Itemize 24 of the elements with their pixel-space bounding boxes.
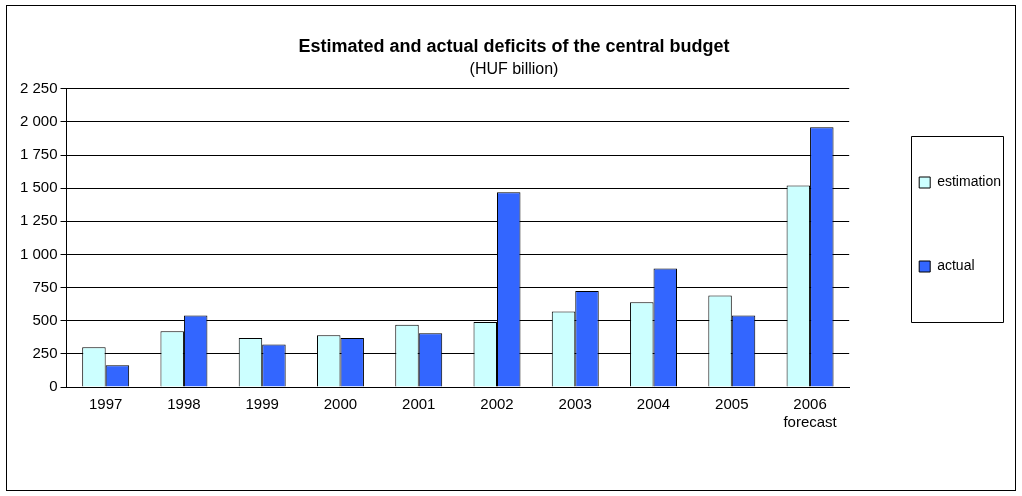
x-tick-label: 2000 — [323, 395, 358, 413]
x-tick-label: 2005 — [715, 395, 749, 413]
x-tick-label: 2003 — [558, 395, 592, 413]
x-tick-label: 1999 — [245, 395, 279, 413]
y-tick-label: 250 — [32, 344, 58, 362]
x-tick-label: 2001 — [402, 395, 436, 413]
y-tick-label: 1 250 — [19, 211, 58, 229]
y-tick-label: 2 000 — [19, 112, 58, 130]
legend-label: actual — [937, 257, 975, 274]
x-tick-label: 2002 — [480, 395, 514, 413]
x-tick-label: 2004 — [636, 395, 671, 413]
y-tick-label: 500 — [32, 310, 58, 328]
y-tick-label: 0 — [49, 377, 58, 395]
x-tick-label: 1997 — [88, 395, 123, 413]
x-tick-label: 1998 — [167, 395, 201, 413]
y-tick-label: 1 500 — [19, 178, 58, 196]
y-tick-label: 1 750 — [19, 145, 58, 163]
chart-title: Estimated and actual deficits of the central budget — [298, 35, 730, 56]
chart-subtitle: (HUF billion) — [469, 59, 559, 77]
y-tick-label: 1 000 — [19, 244, 58, 262]
x-tick-label: 2006 forecast — [783, 395, 838, 431]
y-tick-label: 750 — [32, 277, 58, 295]
legend-label: estimation — [937, 173, 1002, 190]
y-tick-label: 2 250 — [19, 78, 58, 96]
